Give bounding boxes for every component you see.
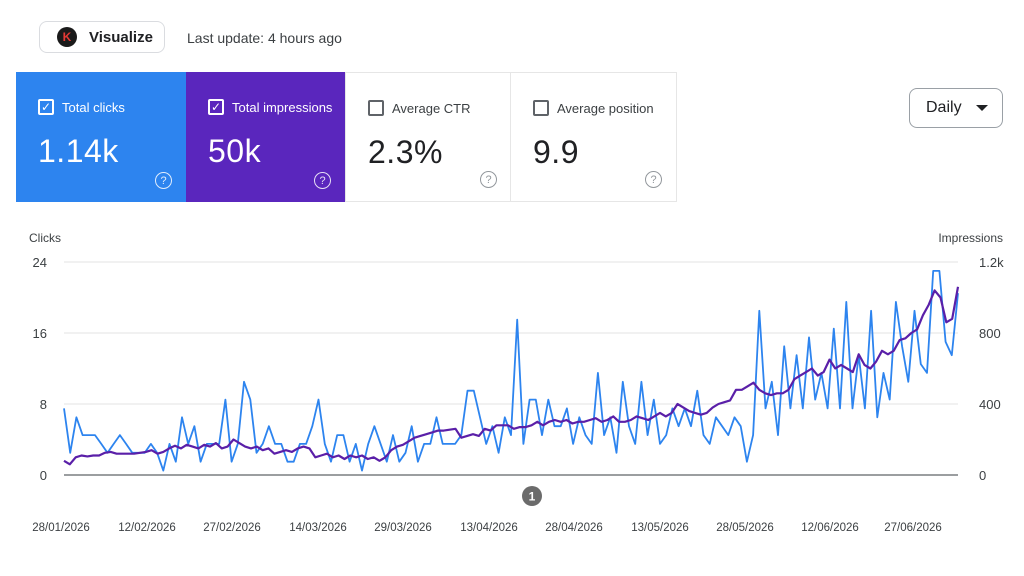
x-tick-label: 28/04/2026 (545, 522, 603, 534)
checkbox-checked-icon[interactable]: ✓ (38, 99, 54, 115)
metric-label: Average position (557, 100, 654, 116)
annotation-badge-label: 1 (529, 490, 536, 504)
x-tick-label: 13/05/2026 (631, 522, 689, 534)
right-tick-label: 0 (979, 468, 986, 483)
left-tick-label: 16 (33, 326, 47, 341)
period-select[interactable]: Daily (909, 88, 1003, 128)
help-icon[interactable]: ? (314, 172, 331, 189)
annotation-badge[interactable]: 1 (522, 486, 542, 506)
metric-card-total-clicks[interactable]: ✓ Total clicks 1.14k ? (16, 72, 186, 202)
brand-chip[interactable]: K Visualize (39, 21, 165, 53)
left-tick-label: 0 (40, 468, 47, 483)
brand-initial: K (62, 30, 72, 44)
checkbox-checked-icon[interactable]: ✓ (208, 99, 224, 115)
left-axis-label: Clicks (29, 231, 61, 245)
caret-down-icon (976, 105, 988, 111)
metric-label: Average CTR (392, 100, 471, 116)
help-icon[interactable]: ? (645, 171, 662, 188)
x-tick-label: 12/02/2026 (118, 522, 176, 534)
x-tick-label: 13/04/2026 (460, 522, 518, 534)
x-tick-label: 27/02/2026 (203, 522, 261, 534)
brand-name: Visualize (89, 28, 153, 46)
metric-value: 50k (208, 133, 262, 169)
metric-card-total-impressions[interactable]: ✓ Total impressions 50k ? (186, 72, 345, 202)
x-tick-label: 28/05/2026 (716, 522, 774, 534)
right-tick-label: 800 (979, 326, 1001, 341)
metric-label: Total impressions (232, 99, 333, 115)
help-icon[interactable]: ? (480, 171, 497, 188)
right-axis-label: Impressions (938, 231, 1003, 245)
right-tick-label: 1.2k (979, 255, 1004, 270)
last-update-text: Last update: 4 hours ago (187, 30, 342, 46)
right-tick-label: 400 (979, 397, 1001, 412)
left-tick-label: 24 (33, 255, 47, 270)
period-select-value: Daily (926, 99, 962, 116)
series-line (63, 286, 960, 466)
brand-logo: K (57, 27, 77, 47)
metric-value: 2.3% (368, 134, 443, 170)
metric-card-average-ctr[interactable]: Average CTR 2.3% ? (345, 72, 511, 202)
performance-chart: Clicks Impressions 0 0 8 400 16 800 24 1.2k 28/… (29, 231, 1004, 534)
x-tick-label: 29/03/2026 (374, 522, 432, 534)
left-tick-label: 8 (40, 397, 47, 412)
x-tick-label: 14/03/2026 (289, 522, 347, 534)
checkbox-unchecked-icon[interactable] (368, 100, 384, 116)
metric-value: 1.14k (38, 133, 119, 169)
x-tick-label: 12/06/2026 (801, 522, 859, 534)
metric-label: Total clicks (62, 99, 125, 115)
metric-value: 9.9 (533, 134, 579, 170)
metric-card-average-position[interactable]: Average position 9.9 ? (510, 72, 677, 202)
x-tick-label: 27/06/2026 (884, 522, 942, 534)
help-icon[interactable]: ? (155, 172, 172, 189)
x-tick-label: 28/01/2026 (32, 522, 90, 534)
checkbox-unchecked-icon[interactable] (533, 100, 549, 116)
annotation-badge-circle (522, 486, 542, 506)
